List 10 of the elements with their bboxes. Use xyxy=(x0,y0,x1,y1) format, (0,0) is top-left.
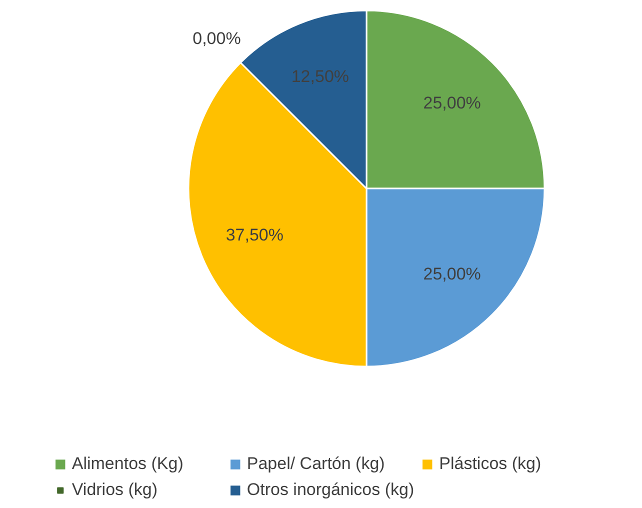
data-label: 25,00% xyxy=(423,93,481,112)
text: 0,00% xyxy=(192,29,241,48)
legend-label: Vidrios (kg) xyxy=(72,480,159,500)
legend-label: Papel/ Cartón (kg) xyxy=(246,454,386,474)
legend-label: Otros inorgánicos (kg) xyxy=(246,480,414,500)
data-label: 25,00% xyxy=(423,264,481,284)
data-label: 12,50% xyxy=(291,67,350,86)
legend-label: Plásticos (kg) xyxy=(439,454,542,474)
data-label: 37,50% xyxy=(226,225,284,244)
legend-label: Alimentos (Kg) xyxy=(72,454,184,474)
